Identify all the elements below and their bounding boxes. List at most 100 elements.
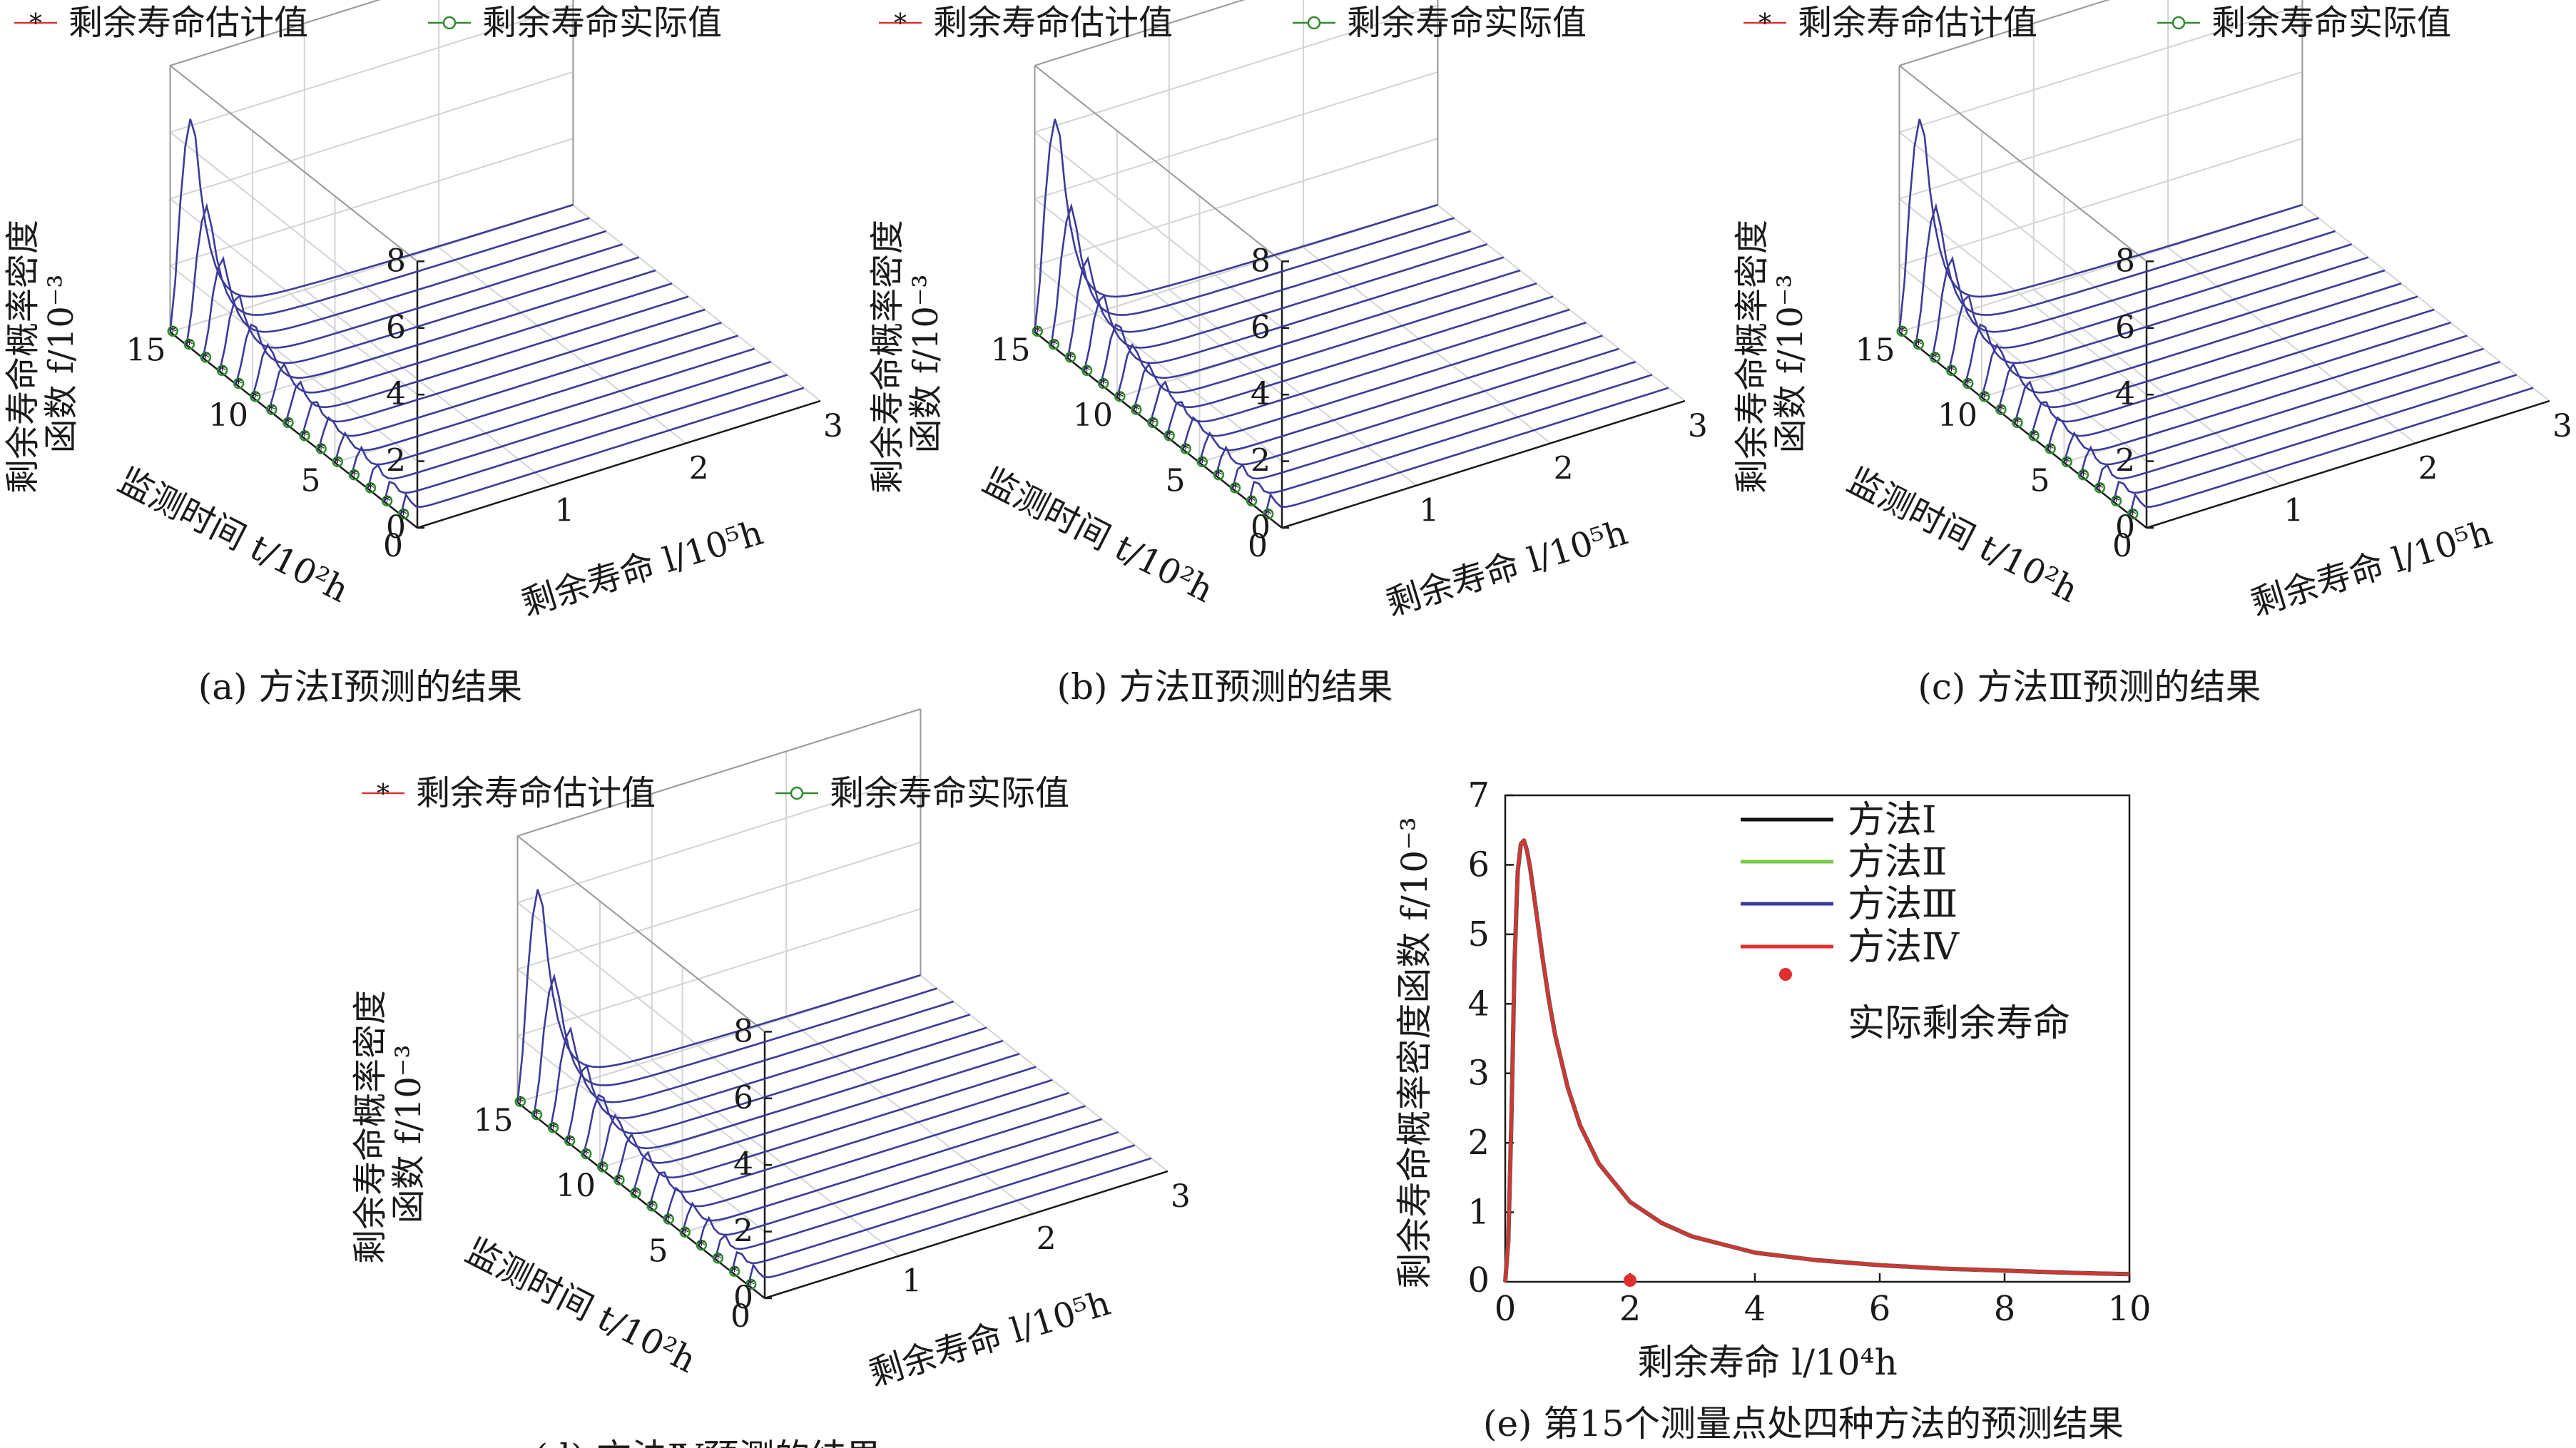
actual-life-marker [2127,508,2139,520]
actual-life-marker [1962,377,1974,389]
actual-life-marker [2061,456,2073,468]
x-axis [2146,399,2550,529]
y-tick-label: 0 [2112,528,2132,564]
z-axis-label: 剩余寿命概率密度 [867,220,907,494]
estimate-life-marker: * [616,1171,623,1188]
y-tick-label: 10 [1073,397,1113,434]
estimate-life-marker: * [1100,375,1107,392]
x-tick-label: 1 [902,1263,922,1300]
z-tick-label: 0 [1251,509,1271,546]
x-tick-label: 3 [1688,408,1708,444]
density-curve-t15 [1034,118,1438,332]
x-tick-label: 3 [1171,1178,1191,1215]
actual-life-marker [348,469,360,481]
estimate-life-marker: * [748,1276,755,1293]
y-tick-label: 10 [556,1168,596,1204]
estimate-life-marker: * [1231,479,1238,496]
density-curve-t5 [2063,335,2468,463]
grid-line [1034,131,1283,329]
actual-life-marker [597,1161,609,1173]
grid-line [1898,198,2147,395]
legend-estimate-label: 剩余寿命估计值 [416,773,656,813]
actual-life-marker [646,1200,658,1212]
panel-e: 0 2 4 6 8 10 0 1 2 3 4 5 6 7 剩余寿命 l/10⁴h 剩余寿命概率密度函数 f/1… [1394,775,2152,1444]
actual-life-marker [1032,325,1044,337]
legend-estimate-marker: * [1758,9,1771,39]
density-curve-t4 [2079,347,2484,476]
z-tick-label: 6 [1251,310,1271,346]
estimate-life-marker: * [317,440,325,457]
density-curve-t12 [1083,243,1488,372]
z-tick-label: 0 [733,1280,753,1316]
density-curve-t11 [1964,256,2369,385]
legend-actual-label: 剩余寿命实际值 [482,3,722,43]
estimate-life-marker: * [599,1158,606,1176]
estimate-life-marker: * [1133,401,1140,418]
actual-life-marker [1995,404,2007,415]
x-tick-label: 2 [1619,1289,1641,1329]
series-line-method-1 [1503,838,2130,1283]
z-tick-label: 2 [733,1213,753,1250]
legend-label-method-2: 方法Ⅱ [1848,841,1947,884]
estimate-life-marker: * [1182,440,1189,457]
estimate-life-marker: * [384,492,391,509]
z-tick-label: 2 [1251,443,1271,479]
legend-actual-marker [1779,968,1792,981]
z-tick-label: 4 [2115,376,2135,412]
actual-life-marker [2028,429,2040,442]
z-tick-label: 8 [1251,243,1271,279]
estimate-life-marker: * [2129,506,2137,523]
density-curve-t5 [1198,335,1603,463]
legend-estimate-marker: * [29,9,42,39]
legend-actual-marker [1307,16,1321,30]
actual-life-marker [365,482,377,494]
density-curve-t6 [317,322,722,450]
frame-edge [516,835,765,1033]
actual-remaining-life-point [1624,1274,1636,1287]
density-curve-t5 [334,335,738,463]
actual-life-marker [630,1187,641,1199]
y-tick-label: 0 [383,528,403,564]
legend-label-method-3: 方法Ⅲ [1848,883,1958,926]
actual-life-marker [1147,417,1159,429]
z-axis-label-unit: 函数 f/10⁻³ [1771,275,1811,454]
frame-edge [169,65,418,262]
x-tick-label: 0 [1495,1289,1517,1329]
actual-life-marker [564,1135,576,1146]
density-curve-t10 [1980,269,2386,398]
x-axis-label: 剩余寿命 l/10⁵h [517,513,768,624]
estimate-life-marker: * [1997,401,2005,418]
grid-line [2167,247,2416,444]
frame-edge [517,708,921,837]
estimate-life-marker: * [268,401,275,418]
estimate-life-marker: * [301,427,308,444]
estimate-life-marker: * [219,362,226,379]
estimate-life-marker: * [1948,362,1955,379]
panel-caption: (c) 方法Ⅲ预测的结果 [1918,666,2261,708]
density-curve-t12 [218,243,623,372]
x-tick-label: 10 [2107,1289,2151,1329]
grid-line [516,968,765,1166]
legend-estimate-label: 剩余寿命估计值 [933,3,1173,43]
z-tick-label: 0 [386,509,406,546]
grid-line [1034,138,1438,267]
actual-life-marker [1979,391,1990,402]
y-tick-label: 5 [1166,463,1186,499]
panel-a: ***************02468051015123剩余寿命概率密度函数 … [3,0,843,708]
plot-frame [1504,794,2131,1283]
estimate-life-marker: * [1116,388,1124,405]
estimate-life-marker: * [2079,466,2087,484]
x-axis-label: 剩余寿命 l/10⁵h [2246,513,2497,624]
legend-actual-label: 剩余寿命实际值 [830,773,1069,813]
legend-actual-marker [790,786,804,800]
grid-line [516,902,765,1099]
grid-line [1437,204,1686,402]
density-curve-t9 [1132,282,1537,411]
x-axis [417,399,821,529]
actual-life-marker [712,1253,724,1264]
estimate-life-marker: * [2014,414,2021,431]
grid-line [1899,4,2303,133]
estimate-life-marker: * [681,1223,688,1240]
z-axis-label: 剩余寿命概率密度 [3,220,43,494]
actual-life-marker [381,495,393,506]
